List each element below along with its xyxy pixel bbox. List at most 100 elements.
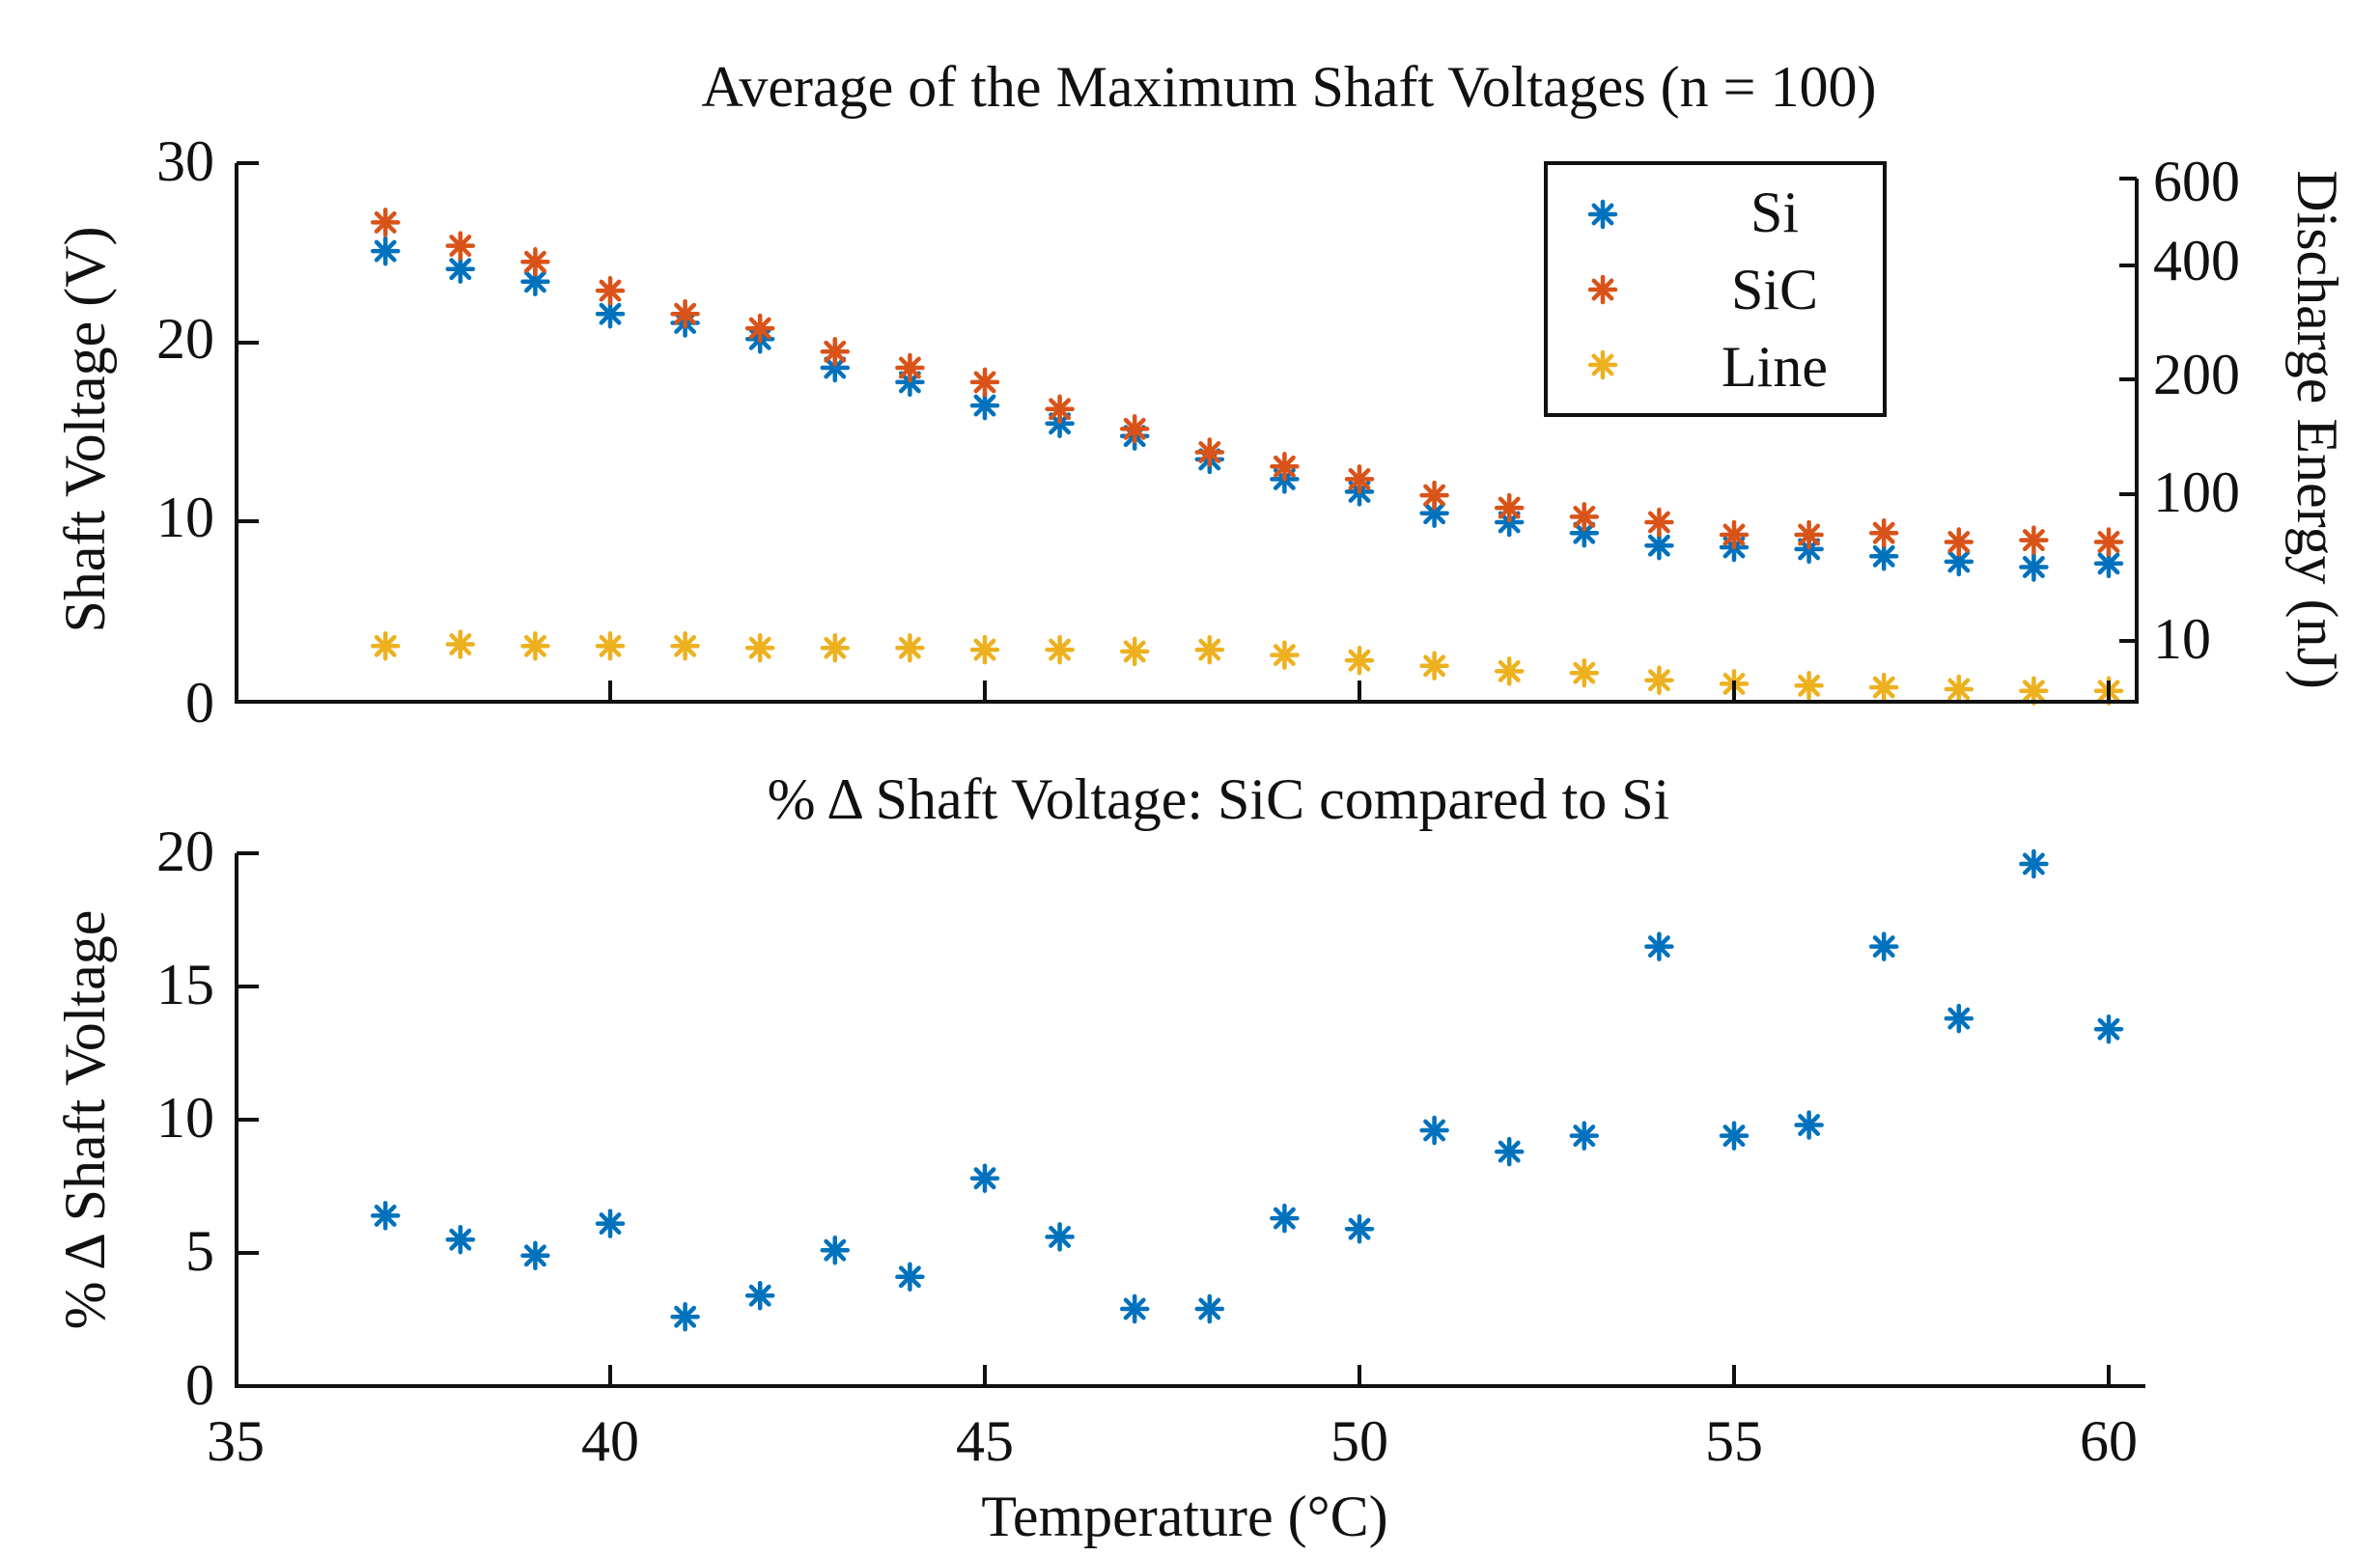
point-line xyxy=(1119,636,1150,667)
point-line xyxy=(2019,676,2049,707)
legend-label-si: Si xyxy=(1750,181,1799,244)
point-line xyxy=(670,631,700,661)
point-pct-delta xyxy=(1194,1293,1225,1324)
point-pct-delta xyxy=(1119,1293,1150,1324)
point-pct-delta xyxy=(1794,1110,1824,1140)
point-pct-delta xyxy=(1719,1121,1750,1151)
point-pct-delta xyxy=(1644,931,1674,961)
bottom-y-tick-labels: 0 5 10 15 20 xyxy=(156,820,214,1417)
point-line xyxy=(1344,645,1375,676)
point-sic xyxy=(2019,525,2049,555)
point-sic xyxy=(1868,517,1899,548)
top-y2-tick-label: 10 xyxy=(2153,607,2211,671)
point-line xyxy=(969,634,1000,665)
point-si xyxy=(969,390,1000,421)
point-pct-delta xyxy=(744,1280,775,1311)
point-sic xyxy=(595,275,626,306)
point-sic xyxy=(2093,527,2124,557)
bottom-y-tick-label: 20 xyxy=(156,820,214,883)
top-y-tick-label: 0 xyxy=(185,671,214,735)
point-si xyxy=(820,352,851,383)
bottom-y-tick-label: 0 xyxy=(185,1353,214,1417)
legend-marker-si xyxy=(1587,199,1618,230)
point-sic xyxy=(895,352,925,383)
point-si xyxy=(1868,542,1899,571)
point-line xyxy=(370,631,401,661)
legend-label-line: Line xyxy=(1722,335,1828,399)
point-pct-delta xyxy=(1270,1203,1300,1234)
point-sic xyxy=(820,337,851,367)
point-pct-delta xyxy=(1419,1115,1449,1146)
point-sic xyxy=(370,208,401,237)
bottom-data-markers xyxy=(370,848,2124,1332)
point-sic xyxy=(1794,519,1824,550)
bottom-y-tick-label: 15 xyxy=(156,953,214,1016)
point-line xyxy=(1944,674,1974,705)
point-si xyxy=(1644,530,1674,561)
point-sic xyxy=(1719,519,1750,550)
legend-marker-si-star xyxy=(1587,199,1618,230)
point-pct-delta xyxy=(1344,1213,1375,1244)
bottom-x-tick-label: 55 xyxy=(1705,1409,1763,1473)
bottom-chart-panel: % Δ Shaft Voltage: SiC compared to Si 0 … xyxy=(53,767,2145,1548)
top-data-markers xyxy=(370,208,2124,707)
legend-marker-sic xyxy=(1587,274,1618,305)
bottom-y-tick-label: 5 xyxy=(185,1219,214,1283)
point-line xyxy=(445,629,476,659)
top-y2-axis-label: Discharge Energy (nJ) xyxy=(2285,170,2349,689)
top-y2-tick-label: 200 xyxy=(2153,343,2240,406)
top-y-tick-labels: 0 10 20 30 xyxy=(156,129,214,735)
point-sic xyxy=(1045,394,1075,425)
point-sic xyxy=(969,367,1000,398)
point-line xyxy=(595,631,626,661)
point-line xyxy=(1569,657,1600,688)
point-sic xyxy=(1494,492,1525,523)
legend-label-sic: SiC xyxy=(1731,258,1818,321)
top-y2-tick-label: 600 xyxy=(2153,150,2240,213)
point-pct-delta xyxy=(2093,1014,2124,1044)
point-pct-delta xyxy=(595,1209,626,1238)
point-pct-delta xyxy=(520,1240,550,1271)
point-si xyxy=(595,298,626,329)
point-sic xyxy=(1419,480,1449,511)
point-sic xyxy=(520,247,550,277)
point-si xyxy=(370,236,401,266)
point-line xyxy=(744,632,775,663)
point-pct-delta xyxy=(670,1301,700,1332)
point-sic xyxy=(1344,464,1375,494)
point-pct-delta xyxy=(2019,848,2049,879)
point-sic xyxy=(670,298,700,329)
point-pct-delta xyxy=(1569,1121,1600,1151)
bottom-x-tick-label: 50 xyxy=(1330,1409,1388,1473)
point-line xyxy=(520,631,550,661)
point-line xyxy=(1419,651,1449,681)
bottom-x-tick-labels: 35 40 45 50 55 60 xyxy=(207,1409,2138,1473)
bottom-x-tick-label: 60 xyxy=(2080,1409,2138,1473)
point-pct-delta xyxy=(1944,1003,1974,1034)
bottom-axes xyxy=(235,851,2145,1388)
bottom-y-tick-label: 10 xyxy=(156,1086,214,1150)
top-y-axis-label: Shaft Voltage (V) xyxy=(53,226,117,632)
top-y-tick-label: 10 xyxy=(156,486,214,549)
point-sic xyxy=(445,231,476,261)
point-sic xyxy=(1569,502,1600,532)
point-sic xyxy=(1119,414,1150,444)
point-line xyxy=(1270,640,1300,670)
point-pct-delta xyxy=(370,1201,401,1231)
bottom-x-axis-label: Temperature (°C) xyxy=(981,1485,1387,1548)
point-sic xyxy=(1944,527,1974,557)
point-line xyxy=(1794,671,1824,701)
point-line xyxy=(895,632,925,663)
top-y-tick-label: 30 xyxy=(156,129,214,193)
bottom-x-tick-label: 35 xyxy=(207,1409,265,1473)
point-sic xyxy=(744,313,775,344)
point-pct-delta xyxy=(820,1235,851,1265)
point-line xyxy=(1644,665,1674,695)
point-line xyxy=(1045,634,1075,665)
top-y2-tick-label: 400 xyxy=(2153,229,2240,292)
top-chart-panel: Average of the Maximum Shaft Voltages (n… xyxy=(53,55,2349,735)
bottom-x-tick-label: 45 xyxy=(956,1409,1014,1473)
point-si xyxy=(2019,552,2049,582)
point-line xyxy=(1868,672,1899,703)
point-line xyxy=(1194,634,1225,665)
